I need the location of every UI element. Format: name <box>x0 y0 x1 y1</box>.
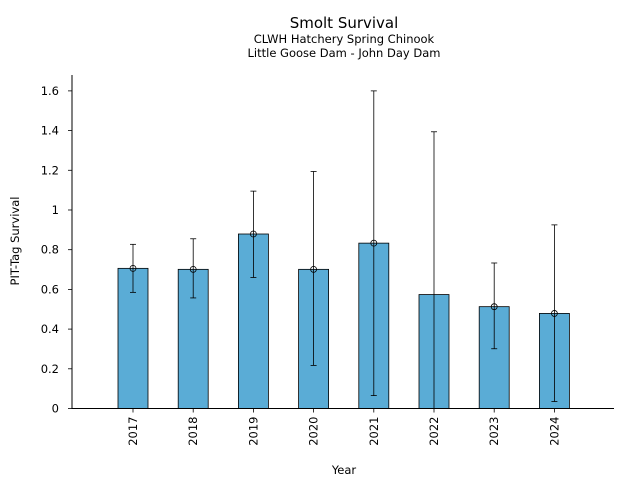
point-marker-2019 <box>249 230 257 238</box>
x-tick-label-2022: 2022 <box>427 417 441 446</box>
y-axis-label: PIT-Tag Survival <box>8 197 22 286</box>
point-marker-2024 <box>551 310 558 317</box>
error-bars-layer <box>129 90 558 409</box>
x-axis-label: Year <box>331 463 357 477</box>
y-tick-label: 1 <box>52 203 59 217</box>
x-tick-label-2020: 2020 <box>307 417 321 446</box>
x-tick-label-2017: 2017 <box>126 417 140 446</box>
y-tick-label: 1.2 <box>41 163 59 177</box>
point-marker-2023 <box>490 303 498 311</box>
point-marker-2017 <box>129 264 137 272</box>
y-tick-label: 0.8 <box>41 243 59 257</box>
y-tick-label: 0.2 <box>41 362 59 376</box>
y-tick-label: 0.6 <box>41 282 59 296</box>
x-tick-label-2018: 2018 <box>186 417 200 446</box>
y-tick-label: 0 <box>52 402 59 416</box>
y-axis: 0 0.2 0.4 0.6 0.8 1 1.2 1.4 1.6 <box>41 84 72 416</box>
point-marker-2020 <box>310 265 318 273</box>
x-axis: 2017 2018 2019 2020 2021 2022 2023 2024 <box>126 408 561 446</box>
y-tick-label: 0.4 <box>41 322 59 336</box>
chart-subtitle-line-1: CLWH Hatchery Spring Chinook <box>254 32 435 46</box>
x-tick-label-2019: 2019 <box>246 417 260 446</box>
chart-subtitle-line-2: Little Goose Dam - John Day Dam <box>248 46 441 60</box>
point-marker-2018 <box>189 265 197 273</box>
x-tick-label-2021: 2021 <box>367 417 381 446</box>
bars-layer <box>117 233 570 409</box>
x-tick-label-2023: 2023 <box>487 417 501 446</box>
point-marker-2021 <box>370 239 378 247</box>
chart-title: Smolt Survival <box>290 14 399 32</box>
y-tick-label: 1.4 <box>41 124 59 138</box>
y-tick-label: 1.6 <box>41 84 59 98</box>
x-tick-label-2024: 2024 <box>547 417 561 446</box>
